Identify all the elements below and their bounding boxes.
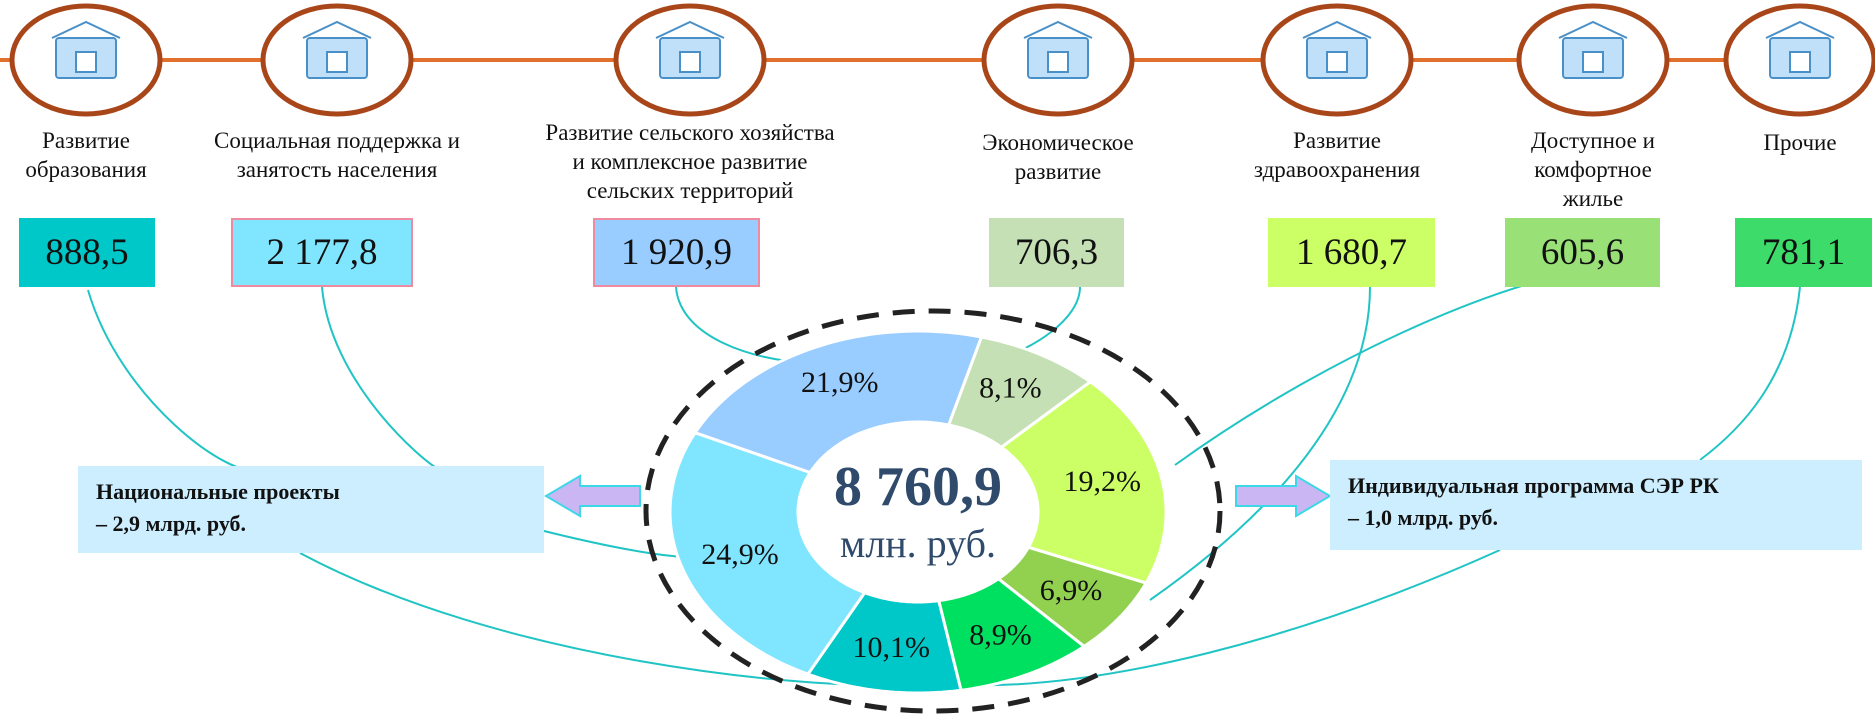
percent-label: 10,1%	[853, 631, 931, 664]
amount-box: 706,3	[989, 218, 1124, 287]
program-title: Индивидуальная программа СЭР РК	[1348, 473, 1719, 498]
category-label: Развитие образования	[25, 128, 147, 182]
donut: 10,1% 24,9% 21,9% 8,1% 19,2% 6,9%8,9% 8 760,9м…	[668, 329, 1168, 695]
icon-shape	[1302, 20, 1372, 39]
icon-shape	[1047, 51, 1069, 73]
icon-shape	[1765, 20, 1835, 39]
percent-label: 19,2%	[1064, 465, 1142, 498]
program-title: Национальные проекты	[96, 479, 340, 504]
icon	[51, 20, 121, 79]
icon-shape	[1582, 51, 1604, 73]
program-detail: – 2,9 млрд. руб.	[96, 511, 247, 536]
category-label: Развитие здравоохранения	[1253, 128, 1421, 182]
icon-shape	[655, 20, 725, 39]
icon	[1023, 20, 1093, 79]
icon	[1765, 20, 1835, 79]
percent-label: 21,9%	[801, 366, 879, 399]
percent-label: 6,9%	[1040, 574, 1103, 607]
percent-label: 8,1%	[979, 371, 1042, 404]
center-unit: млн. руб.	[840, 521, 996, 566]
icon	[1558, 20, 1628, 79]
category-label: Развитие сельского хозяйства и комплексн…	[545, 120, 835, 203]
category-label: Прочие	[1763, 130, 1837, 155]
amount-box: 888,5	[19, 218, 155, 287]
icon	[302, 20, 372, 79]
dashed-ring	[643, 308, 1223, 714]
icon-shape	[302, 20, 372, 39]
icon-shape	[51, 20, 121, 39]
amount-box: 1 680,7	[1268, 218, 1435, 287]
amount-box: 1 920,9	[593, 218, 760, 287]
program-box: Индивидуальная программа СЭР РК – 1,0 млр…	[1330, 460, 1862, 550]
category-label: Доступное и комфортное жилье	[1531, 128, 1655, 211]
icon	[655, 20, 725, 79]
icon	[1302, 20, 1372, 79]
icon-shape	[326, 51, 348, 73]
amount-box: 2 177,8	[231, 218, 413, 287]
arrows	[544, 474, 1332, 518]
percent-label: 24,9%	[701, 538, 779, 571]
percent-label: 8,9%	[969, 618, 1032, 651]
icon-shape	[1326, 51, 1348, 73]
amount-box: 605,6	[1505, 218, 1660, 287]
category-label: Социальная поддержка и занятость населен…	[214, 128, 460, 182]
icon-shape	[1023, 20, 1093, 39]
icon-shape	[679, 51, 701, 73]
icons	[9, 3, 1875, 117]
amount-box: 781,1	[1735, 218, 1872, 287]
center-total: 8 760,9	[834, 456, 1002, 518]
donut-hole	[798, 422, 1038, 602]
category-label: Экономическое развитие	[982, 130, 1134, 184]
program-detail: – 1,0 млрд. руб.	[1348, 505, 1499, 530]
icon-shape	[1789, 51, 1811, 73]
icon-shape	[75, 51, 97, 73]
icon-shape	[1558, 20, 1628, 39]
program-box: Национальные проекты – 2,9 млрд. руб.	[78, 466, 544, 553]
